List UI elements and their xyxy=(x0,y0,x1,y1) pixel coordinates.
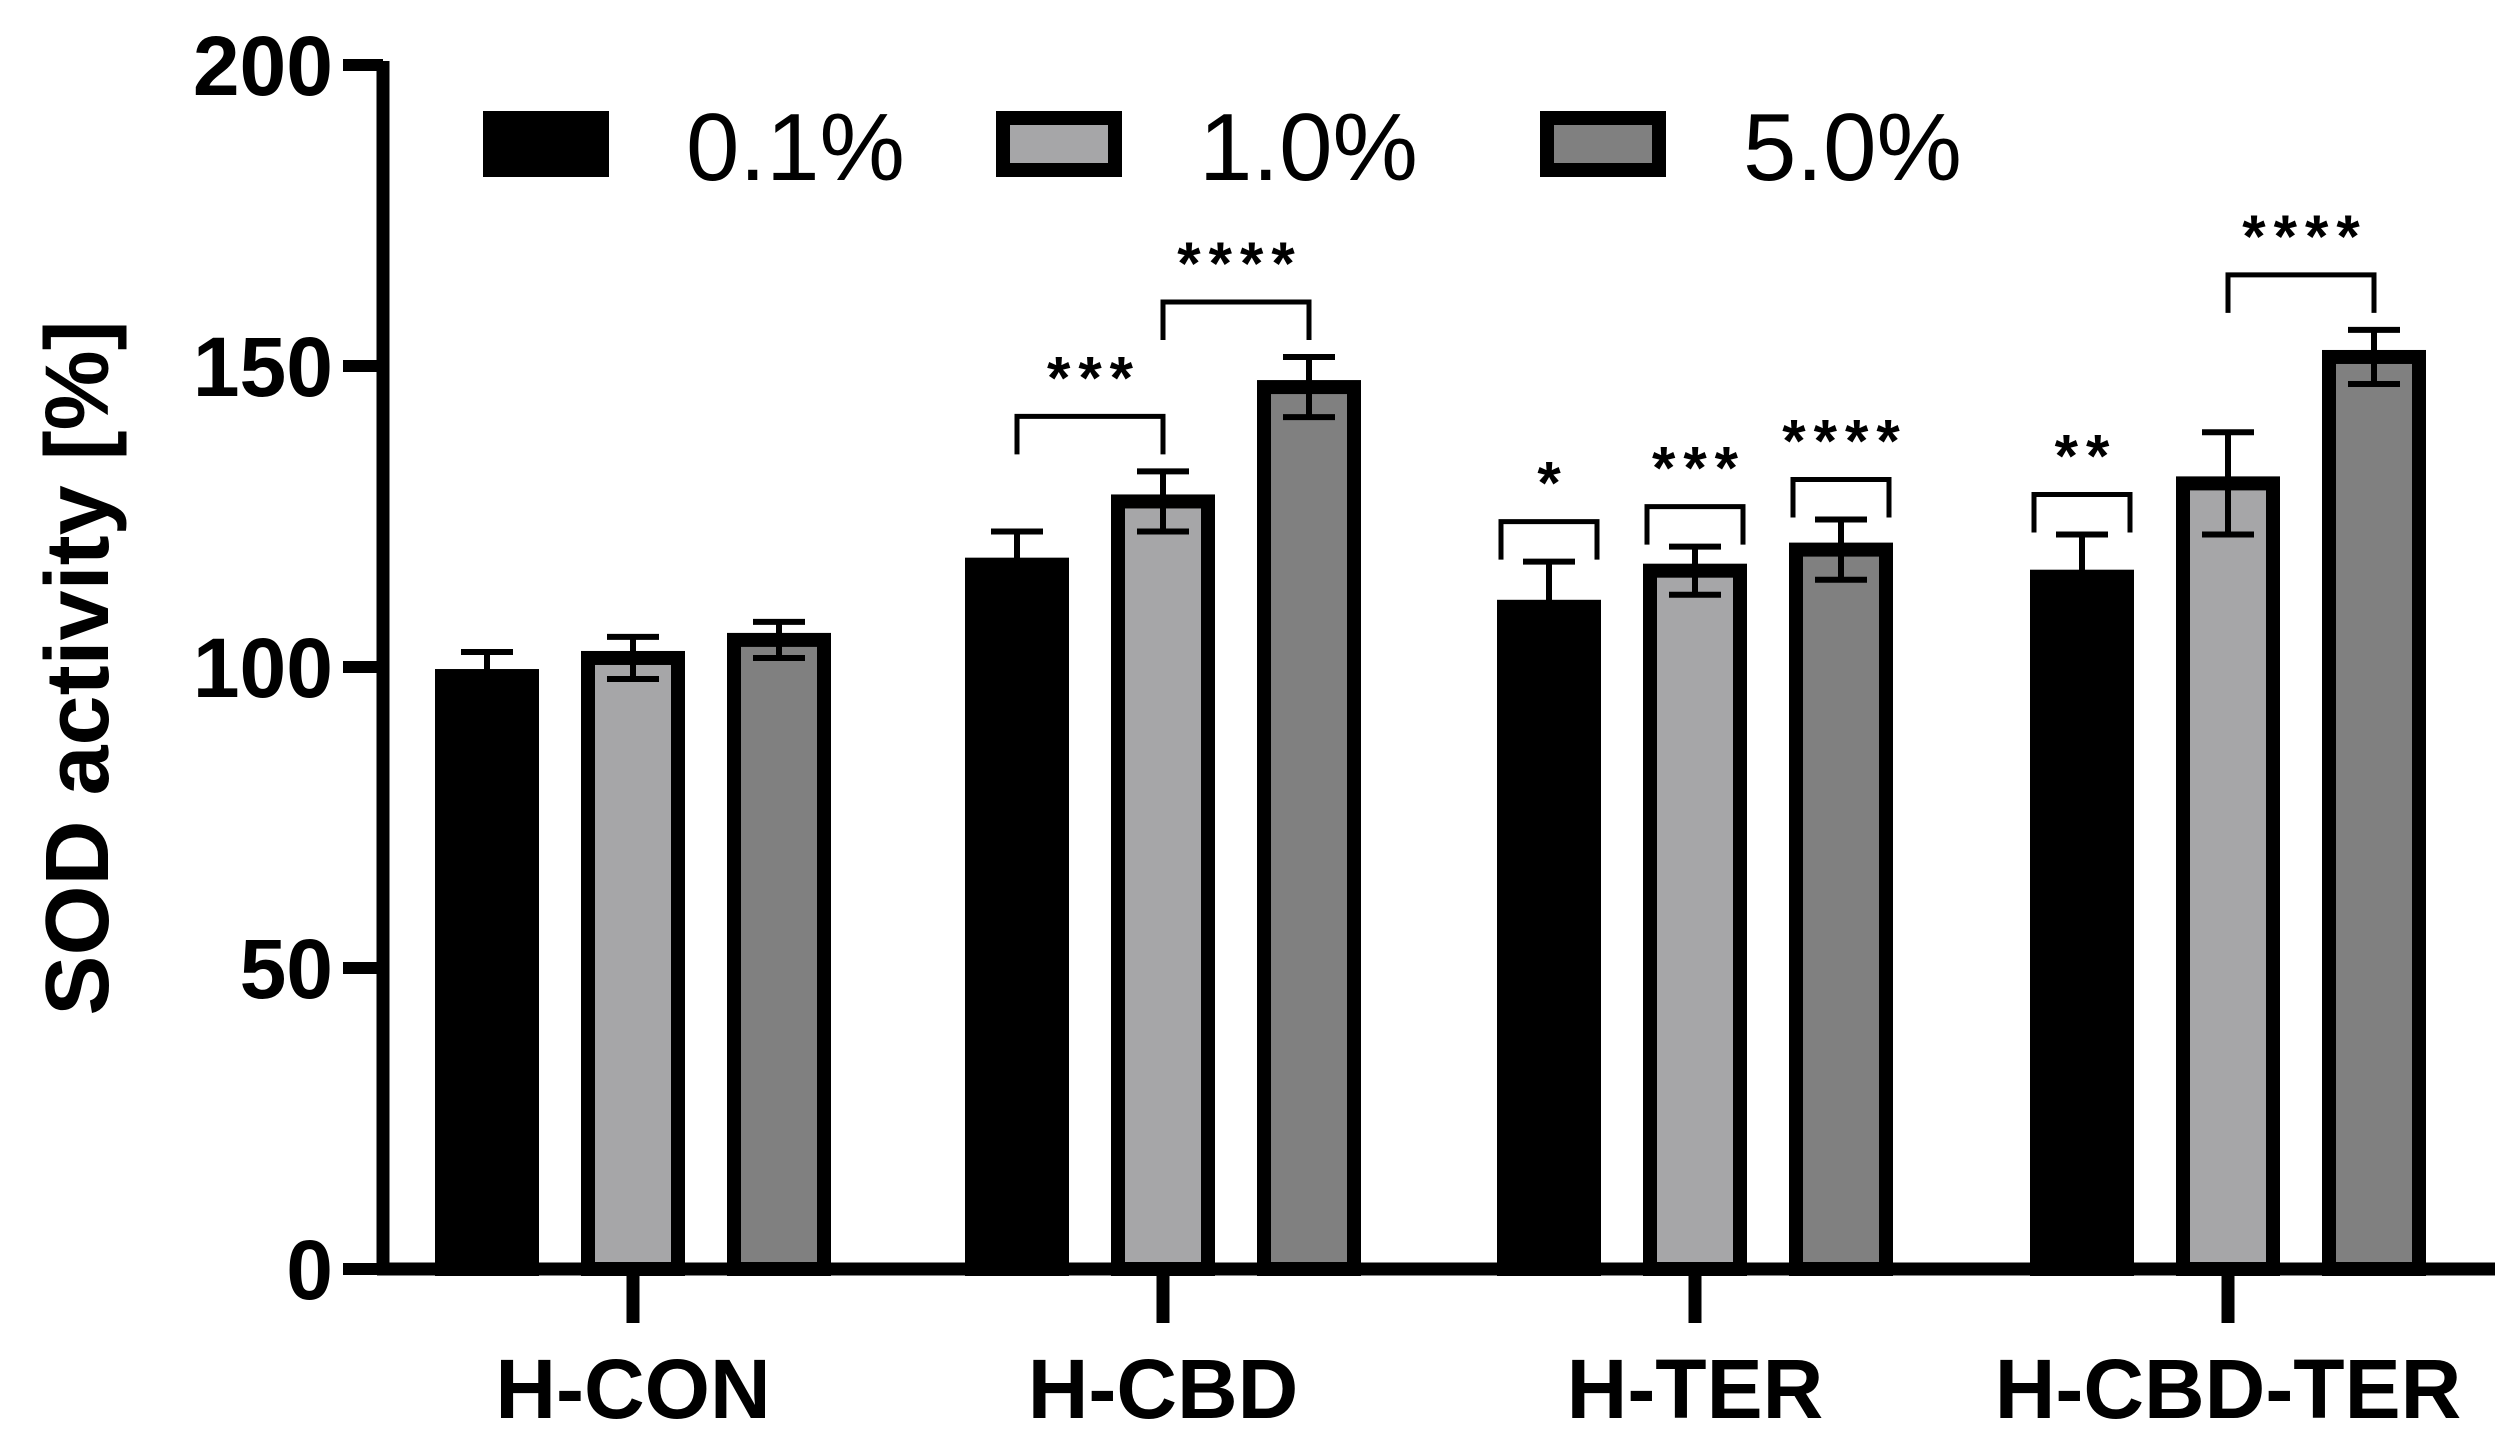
bar-h-cbd-2 xyxy=(1257,380,1361,1276)
legend-swatch-0 xyxy=(483,111,609,177)
y-tick-label: 50 xyxy=(240,922,333,1016)
legend-label-0: 0.1% xyxy=(686,94,905,201)
legend-swatch-2 xyxy=(1540,111,1666,177)
significance-bracket xyxy=(1160,299,1312,340)
bar-h-ter-1 xyxy=(1643,563,1747,1276)
x-category-label: H-CON xyxy=(495,1342,770,1436)
bar-h-cbd-ter-2 xyxy=(2322,349,2426,1277)
legend: 0.1% 1.0% 5.0% xyxy=(483,94,1962,201)
error-bars-layer xyxy=(461,326,2400,704)
bar-h-cbd-1 xyxy=(1111,494,1215,1276)
y-tick-label: 0 xyxy=(286,1223,333,1317)
significance-label: *** xyxy=(1047,344,1141,411)
y-tick-label: 150 xyxy=(193,320,333,414)
significance-bracket xyxy=(2225,272,2377,313)
legend-label-2: 5.0% xyxy=(1743,94,1962,201)
bar-h-cbd-ter-0 xyxy=(2030,569,2134,1276)
significance-label: **** xyxy=(2242,203,2367,270)
bar-h-ter-0 xyxy=(1497,599,1601,1276)
significance-label: *** xyxy=(1652,435,1746,502)
y-axis-title: SOD activity [%] xyxy=(28,320,128,1015)
y-tick-label: 100 xyxy=(193,621,333,715)
significance-label: **** xyxy=(1782,408,1907,475)
legend-label-1: 1.0% xyxy=(1199,94,1418,201)
significance-label: ** xyxy=(2055,423,2118,490)
significance-bracket xyxy=(1790,477,1892,518)
bar-h-con-0 xyxy=(435,669,539,1276)
x-category-label: H-CBD xyxy=(1028,1342,1299,1436)
axes-layer: 0 50 100 150 200 H-CON H-CBD H-TER H-CBD-TER xyxy=(193,19,2495,1436)
legend-swatch-1 xyxy=(996,111,1122,177)
significance-bracket xyxy=(1498,519,1600,560)
significance-bracket xyxy=(1644,504,1746,545)
bar-h-con-2 xyxy=(727,632,831,1276)
bar-h-cbd-0 xyxy=(965,557,1069,1276)
x-category-label: H-CBD-TER xyxy=(1995,1342,2462,1436)
y-tick-label: 200 xyxy=(193,19,333,113)
significance-label: **** xyxy=(1177,230,1302,297)
significance-layer: ******** *** **** ****** xyxy=(1014,203,2377,560)
bar-h-cbd-ter-1 xyxy=(2176,476,2280,1276)
bar-h-ter-2 xyxy=(1789,542,1893,1276)
significance-bracket xyxy=(2031,492,2133,533)
significance-bracket xyxy=(1014,413,1166,455)
x-category-label: H-TER xyxy=(1567,1342,1824,1436)
significance-label: * xyxy=(1537,450,1568,517)
bar-h-con-1 xyxy=(581,650,685,1276)
